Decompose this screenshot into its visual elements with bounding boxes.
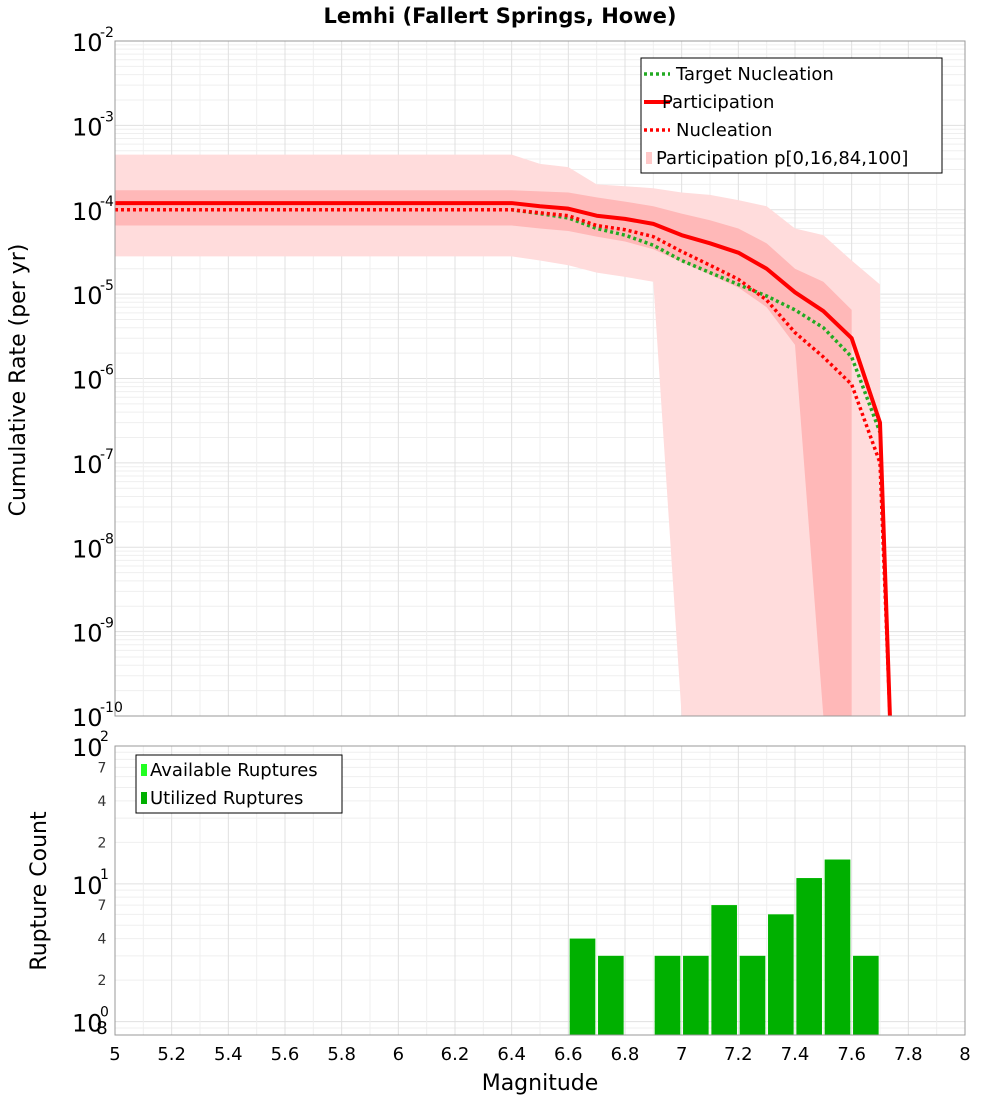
x-tick-label: 7.4 bbox=[781, 1044, 810, 1065]
top-y-tick-exponent: -2 bbox=[100, 25, 114, 41]
legend-label: Participation bbox=[662, 92, 774, 113]
legend-label: Participation p[0,16,84,100] bbox=[656, 148, 908, 169]
top-y-tick-label: 10 bbox=[72, 535, 103, 563]
bar-utilized-ruptures bbox=[683, 955, 709, 1035]
bar-utilized-ruptures bbox=[598, 955, 624, 1035]
top-y-tick-label: 10 bbox=[72, 282, 103, 310]
band-participation-p-0-16-84-100- bbox=[115, 154, 880, 716]
top-y-tick-exponent: -10 bbox=[100, 700, 123, 716]
bottom-y-tick-label: 10 bbox=[72, 1010, 103, 1038]
bottom-y-tick-minor-label: 7 bbox=[98, 760, 107, 776]
top-legend: Target Nucleation Participation Nucleation… bbox=[640, 57, 943, 174]
legend-label: Available Ruptures bbox=[150, 760, 318, 781]
x-tick-label: 6 bbox=[393, 1044, 404, 1065]
x-tick-label: 5.6 bbox=[271, 1044, 300, 1065]
top-y-tick-exponent: -5 bbox=[100, 278, 114, 294]
bar-utilized-ruptures bbox=[853, 955, 879, 1035]
top-series-lines bbox=[115, 201, 892, 717]
legend-label: Target Nucleation bbox=[675, 64, 834, 85]
x-tick-label: 6.6 bbox=[554, 1044, 583, 1065]
bottom-legend-box bbox=[135, 754, 343, 814]
x-tick-label: 7 bbox=[676, 1044, 687, 1065]
x-tick-label: 7.6 bbox=[837, 1044, 866, 1065]
x-tick-label: 5.4 bbox=[214, 1044, 243, 1065]
top-legend-box bbox=[640, 57, 943, 174]
top-y-tick-label: 10 bbox=[72, 29, 103, 57]
bottom-y-tick-label: 10 bbox=[72, 734, 103, 762]
x-tick-label: 8 bbox=[959, 1044, 970, 1065]
bottom-y-tick-minor-label: 2 bbox=[98, 973, 107, 989]
x-tick-label: 6.8 bbox=[611, 1044, 640, 1065]
top-y-tick-exponent: -4 bbox=[100, 194, 114, 210]
legend-label: Nucleation bbox=[676, 120, 772, 141]
bottom-y-tick-exponent: 1 bbox=[100, 867, 109, 883]
bottom-y-tick-minor-label: 8 bbox=[96, 1018, 107, 1039]
x-tick-label: 7.8 bbox=[894, 1044, 923, 1065]
bottom-y-tick-minor-label: 2 bbox=[98, 835, 107, 851]
top-y-axis-label: Cumulative Rate (per yr) bbox=[6, 244, 31, 517]
top-plot-frame bbox=[114, 40, 966, 717]
top-y-tick-label: 10 bbox=[72, 620, 103, 648]
bar-utilized-ruptures bbox=[739, 955, 766, 1035]
top-y-tick-exponent: -8 bbox=[100, 531, 114, 547]
bar-utilized-ruptures bbox=[569, 938, 596, 1035]
x-tick-label: 7.2 bbox=[724, 1044, 753, 1065]
bar-utilized-ruptures bbox=[711, 905, 737, 1035]
series-line-participation bbox=[115, 201, 892, 717]
x-tick-label: 5.8 bbox=[327, 1044, 356, 1065]
top-y-tick-label: 10 bbox=[72, 367, 103, 395]
bar-utilized-ruptures bbox=[824, 859, 851, 1035]
x-tick-labels: 5 5.2 5.4 5.6 5.8 6 6.2 6.4 6.6 6.8 7 7.2 7.4 7.6 7.8 8 bbox=[109, 1044, 970, 1065]
x-tick-label: 6.4 bbox=[497, 1044, 526, 1065]
bottom-bars bbox=[569, 859, 879, 1035]
top-y-tick-exponent: -6 bbox=[100, 363, 114, 379]
top-y-tick-labels: 10-210-310-410-510-610-710-810-910-10 bbox=[72, 25, 123, 732]
x-tick-label: 6.2 bbox=[441, 1044, 470, 1065]
bottom-y-tick-label: 10 bbox=[72, 872, 103, 900]
x-axis-label: Magnitude bbox=[482, 1071, 599, 1096]
bottom-y-tick-exponent: 0 bbox=[100, 1005, 109, 1021]
top-uncertainty-bands bbox=[115, 154, 880, 716]
x-tick-label: 5.2 bbox=[157, 1044, 186, 1065]
series-line-nucleation bbox=[115, 208, 892, 717]
top-y-tick-exponent: -7 bbox=[100, 447, 114, 463]
legend-swatch-bar bbox=[141, 792, 147, 804]
bottom-plot-frame bbox=[114, 745, 966, 1036]
top-y-tick-label: 10 bbox=[72, 198, 103, 226]
top-y-tick-label: 10 bbox=[72, 451, 103, 479]
bottom-y-tick-minor-label: 4 bbox=[98, 794, 107, 810]
legend-swatch-band bbox=[646, 152, 652, 164]
bar-utilized-ruptures bbox=[796, 878, 822, 1035]
top-y-tick-exponent: -9 bbox=[100, 616, 114, 632]
bottom-y-axis-label: Rupture Count bbox=[27, 811, 52, 971]
legend-label: Utilized Ruptures bbox=[150, 788, 303, 809]
bottom-y-tick-minor-label: 4 bbox=[98, 932, 107, 948]
top-y-tick-label: 10 bbox=[72, 113, 103, 141]
chart-title: Lemhi (Fallert Springs, Howe) bbox=[324, 4, 677, 28]
legend-swatch-bar bbox=[141, 764, 147, 776]
top-y-tick-label: 10 bbox=[72, 704, 103, 732]
bar-utilized-ruptures bbox=[768, 914, 794, 1035]
bar-utilized-ruptures bbox=[654, 955, 681, 1035]
top-y-tick-exponent: -3 bbox=[100, 109, 114, 125]
bottom-y-tick-minor-label: 7 bbox=[98, 898, 107, 914]
x-tick-label: 5 bbox=[109, 1044, 120, 1065]
bottom-y-tick-exponent: 2 bbox=[100, 729, 109, 745]
bottom-legend: Available Ruptures Utilized Ruptures bbox=[135, 754, 343, 814]
